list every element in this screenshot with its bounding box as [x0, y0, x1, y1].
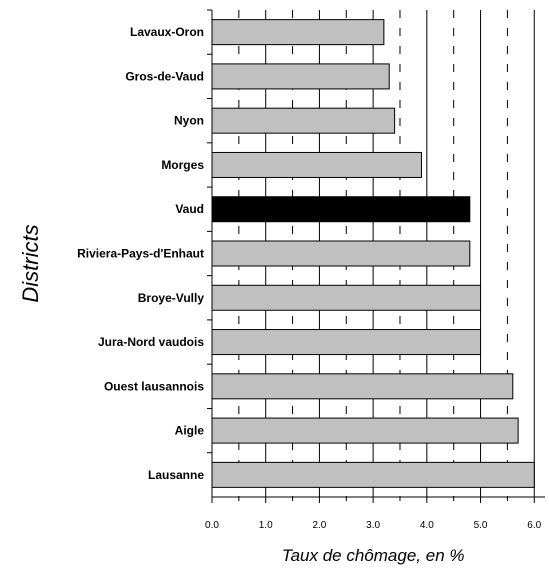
x-tick-label: 3.0: [366, 520, 380, 531]
x-tick-label: 0.0: [205, 520, 219, 531]
x-tick-labels: 0.0 1.0 2.0 3.0 4.0 5.0 6.0: [205, 520, 542, 531]
axes: [207, 9, 545, 503]
bar-ouest-lausannois: [211, 373, 514, 400]
bar-aigle: [211, 417, 519, 444]
bar-vaud: [211, 196, 471, 223]
x-axis-title: Taux de chômage, en %: [282, 546, 465, 565]
category-label: Ouest lausannois: [104, 379, 204, 393]
category-label: Gros-de-Vaud: [125, 69, 204, 83]
bar-lavaux-oron: [211, 19, 385, 46]
bar-lausanne: [211, 461, 535, 488]
x-tick-label: 5.0: [474, 520, 488, 531]
bar-riviera-pays-d-enhaut: [211, 240, 471, 267]
y-axis-title: Districts: [18, 224, 43, 302]
category-label: Nyon: [174, 114, 204, 128]
category-label: Jura-Nord vaudois: [98, 335, 204, 349]
x-tick-label: 1.0: [259, 520, 273, 531]
category-labels: Lavaux-Oron Gros-de-Vaud Nyon Morges Vaud Riv…: [77, 25, 204, 482]
bars-group: [211, 19, 535, 488]
bar-jura-nord-vaudois: [211, 329, 482, 356]
x-tick-label: 4.0: [420, 520, 434, 531]
bar-broye-vully: [211, 284, 482, 311]
bar-nyon: [211, 107, 396, 134]
x-tick-label: 6.0: [527, 520, 541, 531]
category-label: Lavaux-Oron: [130, 25, 204, 39]
x-tick-label: 2.0: [312, 520, 326, 531]
category-label: Lausanne: [148, 468, 204, 482]
category-label: Vaud: [175, 202, 204, 216]
category-label: Broye-Vully: [138, 291, 205, 305]
category-label: Riviera-Pays-d'Enhaut: [77, 247, 204, 261]
bar-gros-de-vaud: [211, 63, 390, 90]
bar-morges: [211, 151, 422, 178]
category-label: Morges: [161, 158, 204, 172]
category-label: Aigle: [175, 424, 205, 438]
